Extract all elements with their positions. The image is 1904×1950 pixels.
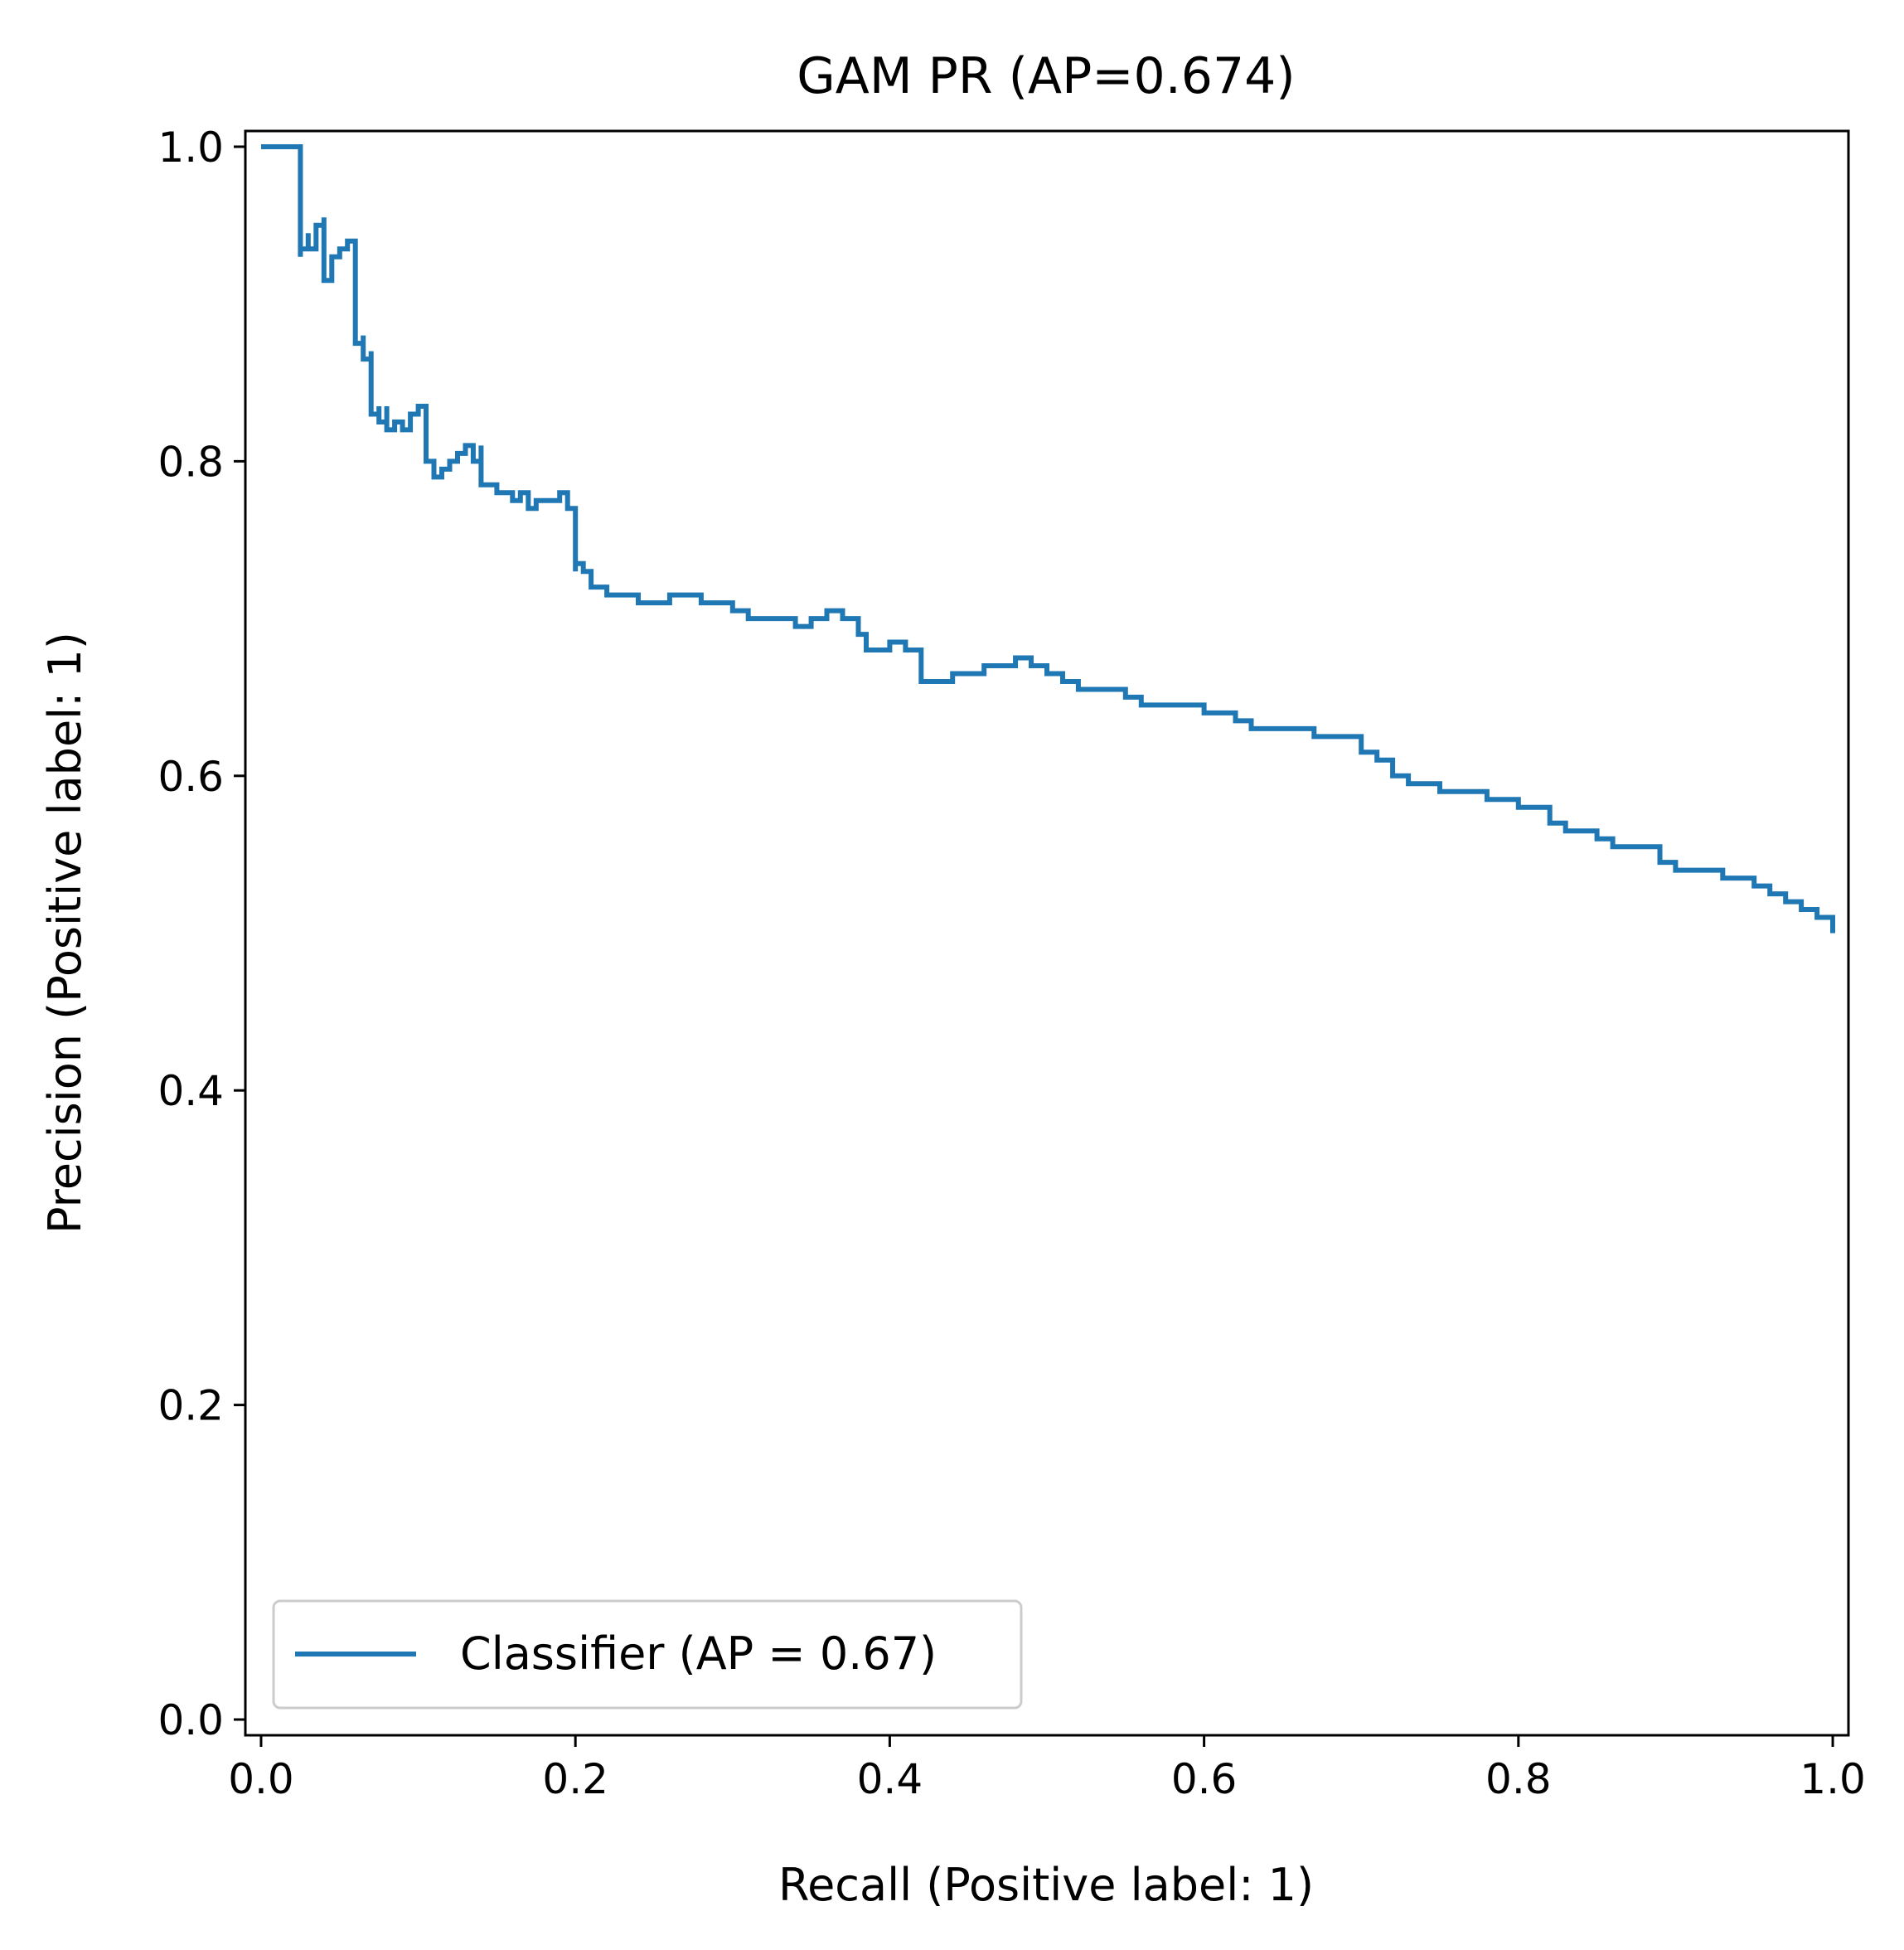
x-tick-label: 0.0: [228, 1755, 294, 1803]
x-axis-label: Recall (Positive label: 1): [778, 1859, 1314, 1911]
y-axis-ticks: 0.0 0.2 0.4 0.6 0.8 1.0: [157, 124, 245, 1744]
legend-box: [272, 1599, 1023, 1710]
legend: Classifier (AP = 0.67): [272, 1599, 1023, 1710]
legend-entry-classifier: Classifier (AP = 0.67): [460, 1627, 937, 1680]
x-tick-label: 0.6: [1171, 1755, 1238, 1803]
y-tick-label: 0.4: [157, 1067, 224, 1115]
series-line-classifier: [261, 144, 1835, 934]
series-layer: [261, 144, 1835, 934]
y-tick-label: 1.0: [157, 124, 224, 172]
x-tick-label: 0.8: [1485, 1755, 1552, 1803]
chart-title: GAM PR (AP=0.674): [797, 47, 1295, 105]
y-tick-label: 0.0: [157, 1696, 224, 1744]
x-tick-label: 0.2: [542, 1755, 608, 1803]
y-axis-label: Precision (Positive label: 1): [39, 632, 91, 1234]
y-tick-label: 0.6: [157, 753, 224, 801]
x-tick-label: 0.4: [857, 1755, 923, 1803]
axes-frame: [244, 129, 1850, 1737]
y-tick-label: 0.8: [157, 438, 224, 486]
x-axis-ticks: 0.0 0.2 0.4 0.6 0.8 1.0: [228, 1735, 1866, 1803]
y-tick-label: 0.2: [157, 1382, 224, 1430]
x-tick-label: 1.0: [1800, 1755, 1866, 1803]
